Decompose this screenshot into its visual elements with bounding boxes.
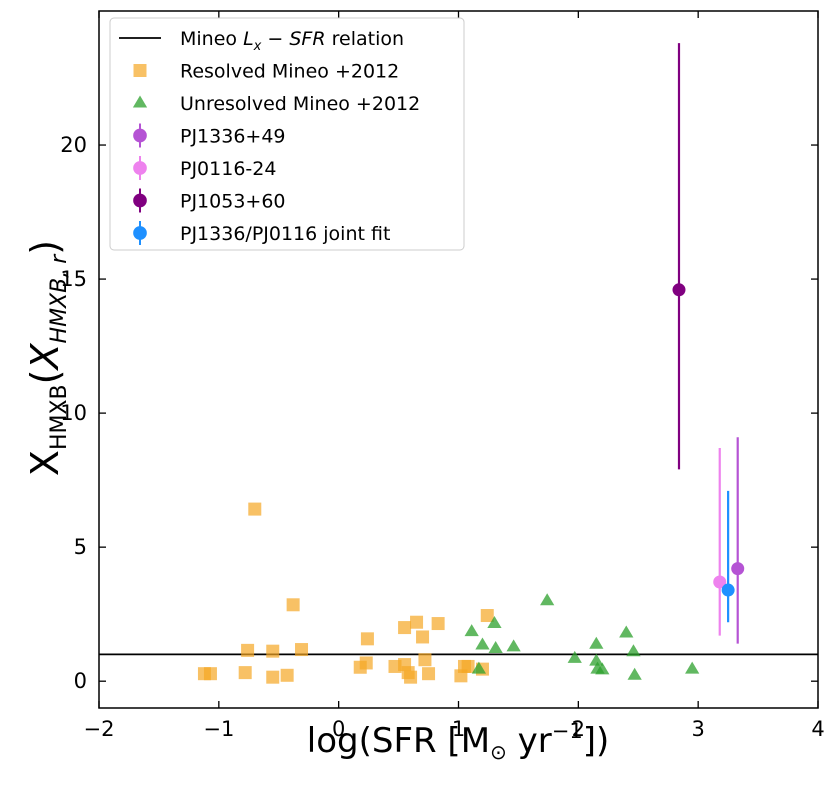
y-tick-label: 0 (74, 669, 87, 693)
resolved-mineo-2012-point-17 (404, 670, 418, 684)
y-tick-label: 5 (74, 535, 87, 559)
legend-pj1336-pj0116-joint-fit-label: PJ1336/PJ0116 joint fit (180, 223, 390, 245)
resolved-mineo-2012-point-3 (241, 643, 255, 657)
pj0116-24-point-0 (713, 575, 727, 589)
x-tick-label: 2 (572, 717, 585, 741)
legend-pj1053-60-label: PJ1053+60 (180, 191, 286, 213)
resolved-mineo-2012-point-19 (416, 630, 430, 644)
x-tick-label: 4 (811, 717, 824, 741)
pj1336-49-point-0 (731, 562, 745, 576)
resolved-mineo-2012-point-9 (295, 643, 309, 657)
x-axis-label-main: log(SFR [M (307, 721, 490, 761)
y-tick-label: 20 (60, 133, 87, 157)
unresolved-mineo-2012-point-0 (464, 624, 479, 637)
unresolved-mineo-2012-point-8 (589, 636, 604, 649)
legend-pj1336-49-label: PJ1336+49 (180, 126, 286, 148)
unresolved-mineo-2012-point-15 (685, 661, 700, 674)
x-tick-label: −2 (84, 717, 115, 741)
legend-pj1053-60-marker (133, 193, 147, 208)
unresolved-mineo-2012-point-9 (589, 653, 604, 666)
resolved-mineo-2012-point-6 (266, 670, 280, 684)
y-axis-label-sub: HMXB (47, 384, 72, 450)
unresolved-mineo-2012-point-1 (471, 661, 486, 674)
x-axis-label-close: ]) (583, 721, 610, 761)
resolved-mineo-2012-point-27 (480, 609, 494, 623)
resolved-mineo-2012-point-4 (248, 502, 262, 516)
x-tick-label: 0 (332, 717, 345, 741)
y-axis-label-x: X (23, 450, 67, 476)
x-tick-label: 1 (452, 717, 465, 741)
x-tick-label: −1 (203, 717, 234, 741)
y-axis-label-open: ( (23, 370, 67, 385)
x-axis-label-sun: ⊙ (490, 740, 507, 764)
legend-items: Mineo Lx − SFR relation Resolved Mineo +2… (119, 28, 420, 245)
legend-pj1336-pj0116-joint-fit-marker (133, 226, 147, 240)
legend-pj0116-24-marker (133, 161, 147, 175)
legend-resolved-mineo-2012-marker (133, 64, 147, 77)
x-axis-label-exp: −1 (552, 719, 583, 743)
resolved-mineo-2012-point-1 (203, 667, 217, 681)
legend-unresolved-mineo-2012-label: Unresolved Mineo +2012 (180, 93, 420, 115)
legend-mineo-lx-sfr-relation-label: Mineo Lx − SFR relation (180, 28, 404, 54)
pj1053-60-point-0 (672, 283, 686, 297)
unresolved-mineo-2012-point-11 (595, 662, 610, 675)
resolved-mineo-2012-point-7 (280, 668, 294, 682)
resolved-mineo-2012-point-8 (286, 598, 300, 612)
legend-mineo-lx-sfr-relation-label-part: x (253, 39, 262, 54)
legend-pj1336-49-marker (133, 128, 147, 143)
x-axis-label: log(SFR [M⊙ yr−1]) (307, 719, 609, 764)
resolved-mineo-2012-point-12 (360, 632, 374, 646)
unresolved-mineo-2012-point-13 (626, 644, 641, 657)
legend-box (109, 17, 465, 251)
x-tick-label: 3 (691, 717, 704, 741)
resolved-mineo-2012-point-15 (398, 621, 412, 635)
legend-pj0116-24-label: PJ0116-24 (180, 158, 276, 180)
resolved-mineo-2012-point-5 (266, 644, 280, 658)
unresolved-mineo-2012-point-7 (567, 650, 582, 663)
legend-unresolved-mineo-2012-marker (132, 95, 148, 108)
y-axis-label-sub2: HMXB, r (47, 253, 72, 344)
resolved-mineo-2012-point-11 (359, 656, 373, 670)
y-axis-label-x2: X (23, 343, 67, 372)
unresolved-mineo-2012-point-6 (540, 593, 555, 606)
legend-mineo-lx-sfr-relation-label-part: SFR (289, 28, 325, 50)
tick-layer: −2 −1 0 1 2 3 4 0 5 10 15 20 (60, 11, 825, 741)
resolved-mineo-2012-point-18 (410, 615, 424, 629)
y-tick-label: 15 (60, 267, 87, 291)
unresolved-mineo-2012-point-12 (619, 625, 634, 638)
unresolved-mineo-2012-point-3 (487, 616, 502, 629)
x-axis-label-unit: yr (507, 721, 552, 761)
legend-resolved-mineo-2012-label: Resolved Mineo +2012 (180, 61, 399, 83)
y-axis-label: XHMXB(XHMXB, r) (23, 240, 72, 476)
legend-mineo-lx-sfr-relation-label-part: Mineo (180, 28, 243, 50)
legend-mineo-lx-sfr-relation-label-part: L (243, 28, 254, 50)
legend-mineo-lx-sfr-relation-label-part: relation (326, 28, 404, 50)
unresolved-mineo-2012-point-4 (488, 640, 503, 653)
data-layer (197, 43, 745, 684)
pj1336-pj0116-joint-fit-point-0 (721, 583, 735, 597)
resolved-mineo-2012-point-2 (238, 666, 252, 680)
unresolved-mineo-2012-point-2 (475, 637, 490, 650)
resolved-mineo-2012-point-20 (418, 653, 432, 667)
unresolved-mineo-2012-point-5 (506, 639, 521, 652)
y-tick-label: 10 (60, 401, 87, 425)
y-axis-label-close: ) (23, 240, 67, 255)
resolved-mineo-2012-point-25 (461, 659, 475, 673)
legend-mineo-lx-sfr-relation-label-part: − (261, 28, 289, 50)
resolved-mineo-2012-point-21 (422, 667, 436, 681)
resolved-mineo-2012-point-22 (431, 617, 445, 631)
unresolved-mineo-2012-point-14 (627, 667, 642, 680)
legend: Mineo Lx − SFR relation Resolved Mineo +2… (109, 17, 465, 251)
